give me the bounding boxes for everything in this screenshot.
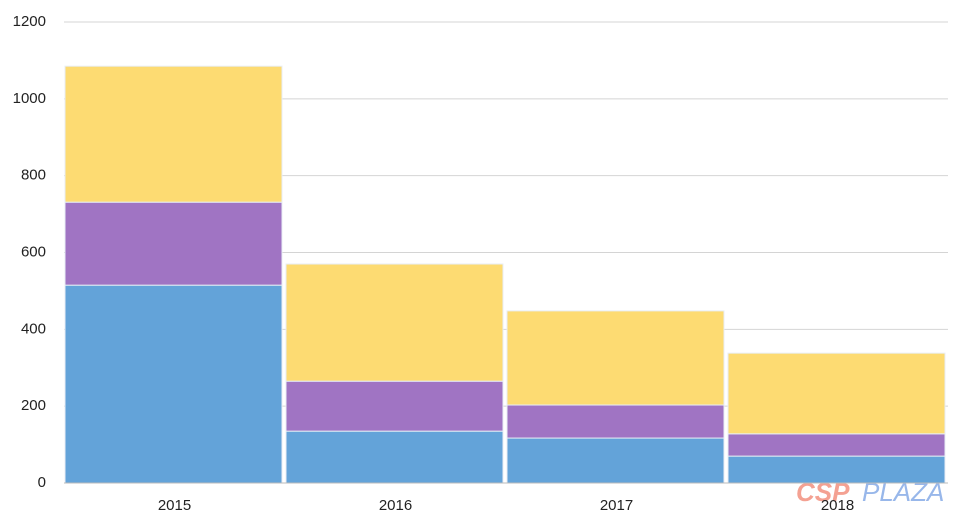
- y-tick-label: 800: [21, 167, 46, 184]
- x-tick-label: 2017: [600, 497, 633, 514]
- bar-segment: [64, 284, 283, 484]
- bar-segment: [506, 310, 725, 406]
- bar-segment: [285, 430, 504, 484]
- x-tick-label: 2018: [821, 497, 854, 514]
- y-tick-label: 1200: [13, 13, 46, 30]
- y-tick-label: 0: [38, 474, 46, 491]
- bar-segment: [506, 404, 725, 439]
- y-tick-label: 400: [21, 320, 46, 337]
- y-tick-label: 1000: [13, 90, 46, 107]
- bar-segment: [727, 433, 946, 457]
- x-tick-label: 2016: [379, 497, 412, 514]
- bar-segment: [64, 65, 283, 203]
- y-tick-label: 200: [21, 397, 46, 414]
- bar-segment: [285, 380, 504, 432]
- bar-segment: [727, 455, 946, 484]
- bar-segment: [64, 201, 283, 286]
- bar-segment: [285, 263, 504, 382]
- x-tick-label: 2015: [158, 497, 191, 514]
- y-tick-label: 600: [21, 243, 46, 260]
- bar-segment: [727, 352, 946, 435]
- bar-segment: [506, 437, 725, 484]
